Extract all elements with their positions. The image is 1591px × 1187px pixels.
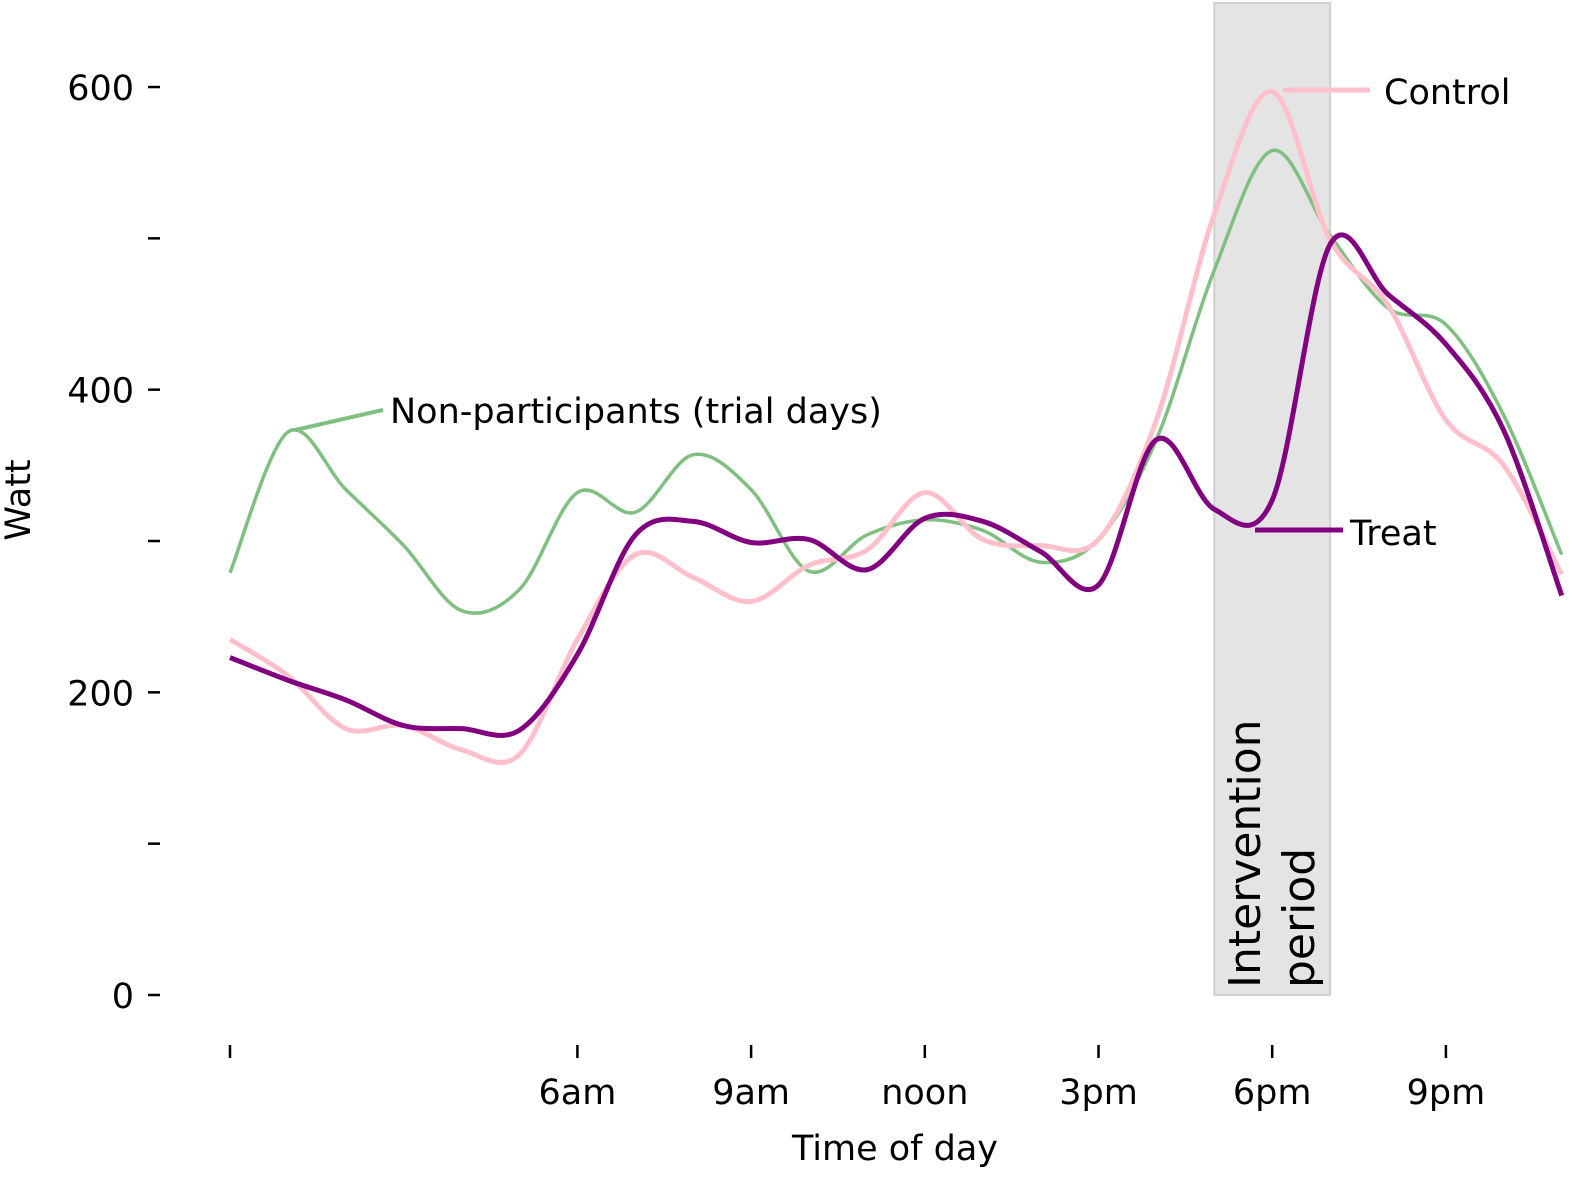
series-label-control: Control: [1384, 73, 1511, 113]
shaded-label-line1: Intervention: [1220, 719, 1271, 988]
x-axis-label: Time of day: [791, 1129, 998, 1169]
label-leader-non-participants: [294, 408, 384, 432]
x-tick-label: noon: [881, 1073, 968, 1113]
shaded-label-line2: period: [1274, 848, 1325, 988]
series-label-non-participants: Non-participants (trial days): [390, 392, 882, 432]
x-tick-label: 6am: [538, 1073, 616, 1113]
series-line-treat: [229, 232, 1565, 738]
y-tick-label: 600: [67, 69, 134, 109]
series-label-treat: Treat: [1349, 514, 1437, 554]
y-tick-label: 200: [67, 674, 134, 714]
x-tick-label: 9pm: [1407, 1073, 1486, 1113]
y-tick-label: 400: [67, 372, 134, 412]
series-line-non-participants-trial-days: [228, 148, 1564, 615]
x-tick-label: 3pm: [1059, 1073, 1138, 1113]
series-line-control: [228, 89, 1564, 765]
x-tick-label: 6pm: [1233, 1073, 1312, 1113]
x-tick-label: 9am: [712, 1073, 790, 1113]
y-axis-label: Watt: [0, 459, 39, 540]
y-tick-label: 0: [112, 977, 134, 1017]
